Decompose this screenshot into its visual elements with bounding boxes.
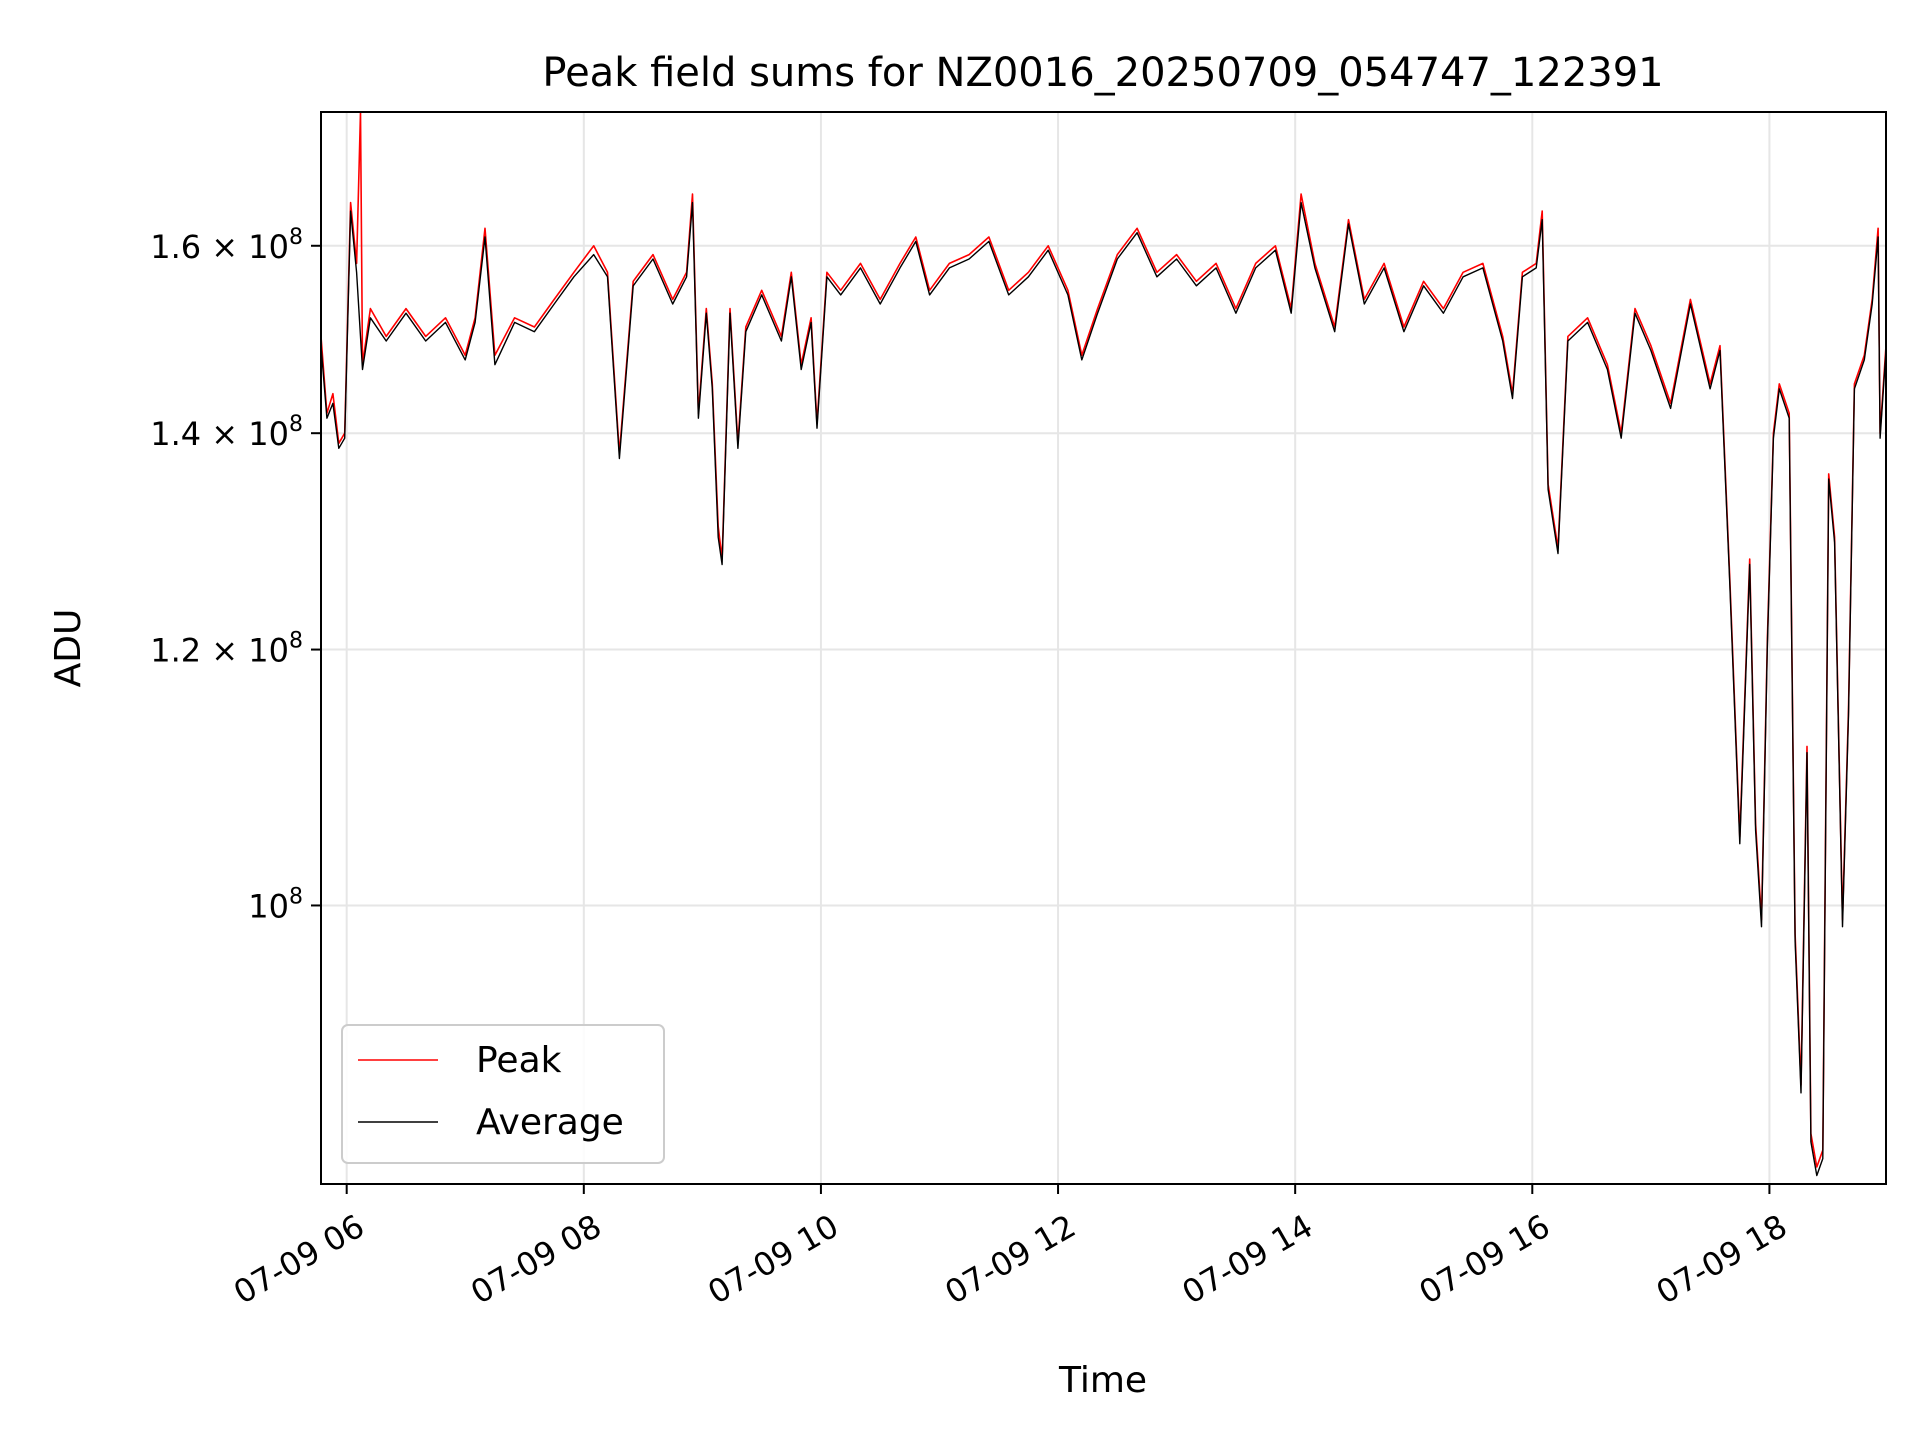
legend-label-peak: Peak (476, 1040, 562, 1081)
chart-title: Peak field sums for NZ0016_20250709_0547… (542, 50, 1663, 96)
y-tick-label: 108 (248, 884, 303, 925)
y-tick-label: 1.2 × 108 (150, 629, 303, 670)
series-layer (321, 112, 1886, 1177)
y-tick-label: 1.6 × 108 (150, 225, 303, 266)
series-line-average (321, 201, 1886, 1177)
y-axis-ticks: 108 1.2 × 108 1.4 × 108 1.6 × 108 (150, 225, 321, 925)
y-tick-label: 1.4 × 108 (150, 412, 303, 453)
plot-frame (320, 111, 1887, 1185)
legend-label-average: Average (476, 1102, 624, 1143)
y-axis-label: ADU (48, 609, 89, 688)
grid-lines (321, 112, 1886, 1184)
x-axis-label: Time (1058, 1360, 1147, 1401)
legend: Peak Average (341, 1024, 665, 1164)
